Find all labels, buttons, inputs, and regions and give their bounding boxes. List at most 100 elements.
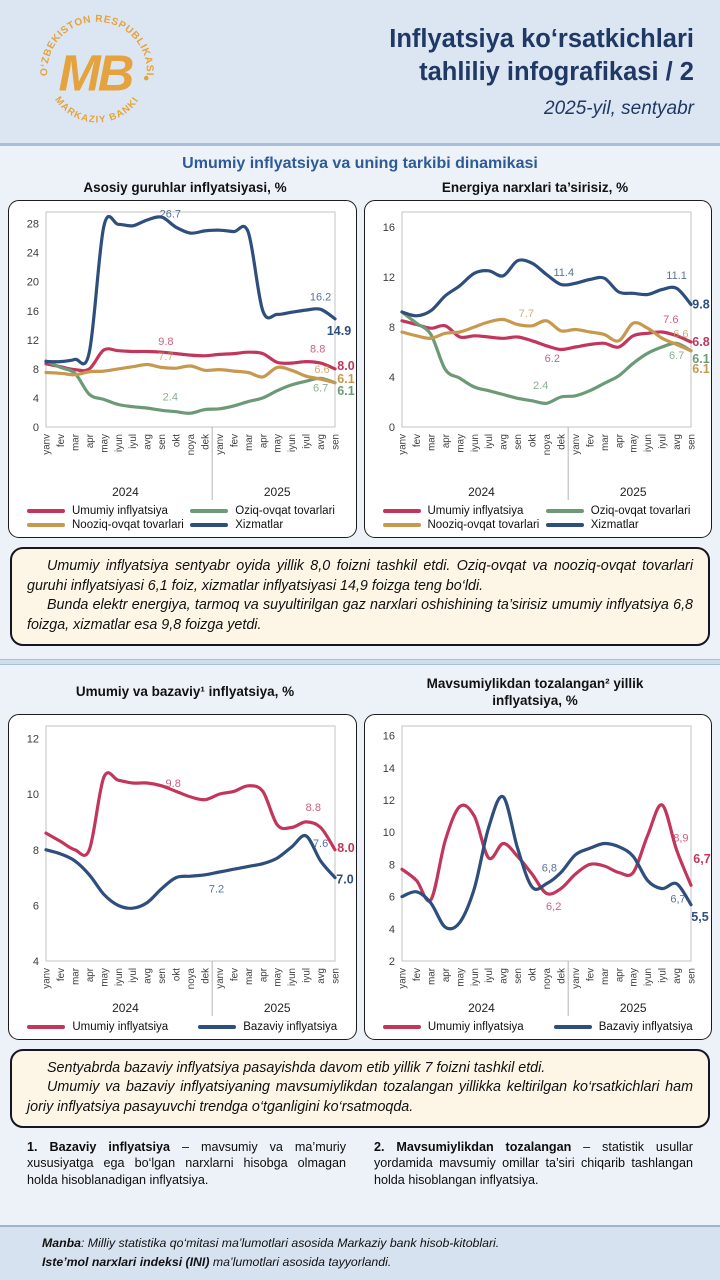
legend-label: Oziq-ovqat tovarlari (235, 504, 335, 517)
footnote-2: 2. Mavsumiylikdan tozalangan – statistik… (374, 1139, 694, 1187)
y-axis-tick-label: 0 (389, 422, 395, 434)
footnote-1: 1. Bazaviy inflyatsiya – mavsumiy va ma’… (27, 1139, 346, 1187)
central-bank-logo: O‘ZBEKISTON RESPUBLIKASI MARKAZIY BANKI … (39, 13, 154, 125)
legend-item: Bazaviy inflyatsiya (553, 1021, 693, 1033)
y-axis-tick-label: 4 (33, 956, 39, 968)
x-axis-month-label: may (273, 968, 284, 987)
data-point-label: 9.8 (166, 778, 181, 790)
section-title: Umumiy inflyatsiya va uning tarkibi dina… (182, 155, 538, 172)
data-point-label: 14.9 (327, 324, 351, 338)
data-point-label: 8.8 (310, 343, 325, 355)
x-axis-month-label: apr (614, 967, 625, 982)
x-axis-month-label: sen (686, 434, 697, 450)
x-axis-month-label: sen (331, 434, 342, 450)
x-axis-month-label: may (273, 434, 284, 453)
x-axis-month-label: okt (172, 967, 183, 980)
x-axis-month-label: yanv (571, 434, 582, 455)
y-axis-tick-label: 14 (383, 763, 395, 775)
row1-panels: 0 4 8 12 16 20 24 28 yanv fev mar apr may iyun iyul avg… (0, 199, 720, 538)
legend-label: Oziq-ovqat tovarlari (590, 504, 691, 517)
x-axis-month-label: apr (259, 433, 270, 448)
x-axis-month-label: may (100, 968, 111, 987)
data-point-label: 9.8 (692, 297, 709, 311)
chart2-title: Energiya narxlari ta’sirisiz, % (441, 180, 629, 195)
x-axis-month-label: mar (244, 967, 255, 985)
x-axis-month-label: iyul (302, 434, 313, 449)
legend-line-swatch (382, 1024, 421, 1029)
legend-item: Umumiy inflyatsiya (27, 505, 186, 517)
data-point-label: 26.7 (160, 209, 181, 221)
y-axis-tick-label: 16 (383, 222, 395, 234)
x-axis-month-label: avg (498, 434, 509, 450)
header: O‘ZBEKISTON RESPUBLIKASI MARKAZIY BANKI … (0, 0, 720, 146)
x-axis-month-label: mar (600, 433, 611, 451)
legend-label: Nooziq-ovqat tovarlari (427, 518, 540, 531)
y-axis-tick-label: 8 (389, 322, 395, 334)
summary-2-paragraph-1: Sentyabrda bazaviy inflyatsiya pasayishd… (47, 1059, 546, 1076)
legend-label: Xizmatlar (590, 518, 639, 531)
source-footer: Manba: Milliy statistika qo‘mitasi ma’lu… (0, 1225, 720, 1280)
y-axis-tick-label: 8 (389, 859, 395, 871)
legend-item: Nooziq-ovqat tovarlari (27, 519, 186, 531)
legend-line-swatch (545, 523, 584, 527)
legend-line-swatch (27, 523, 65, 527)
x-axis-month-label: iyun (287, 434, 298, 452)
data-point-label: 6.1 (338, 372, 355, 386)
legend-line-swatch (190, 523, 229, 527)
chart4-legend: Umumiy inflyatsiya Bazaviy inflyatsiya (367, 1020, 710, 1035)
x-axis-month-label: noya (186, 433, 197, 455)
data-point-label: 11.4 (553, 267, 574, 279)
legend-line-swatch (27, 509, 65, 513)
data-point-label: 6.6 (673, 328, 688, 340)
legend-item: Xizmatlar (190, 519, 349, 531)
legend-item: Xizmatlar (545, 518, 705, 531)
y-axis-tick-label: 12 (27, 335, 39, 347)
x-axis-month-label: noya (542, 967, 553, 989)
x-axis-month-label: dek (201, 968, 212, 984)
y-axis-tick-label: 24 (27, 248, 39, 260)
data-point-label: 6,7 (693, 852, 710, 866)
data-point-label: 8.0 (338, 359, 355, 373)
y-axis-tick-label: 12 (27, 733, 39, 745)
logo-dot (143, 75, 149, 80)
series-line (400, 317, 693, 353)
footnotes: 1. Bazaviy inflyatsiya – mavsumiy va ma’… (0, 1139, 720, 1188)
chart-panel-energiya-tasirisiz: 0 4 8 12 16 yanv fev mar apr may iyun iyul avg sen okt… (363, 199, 712, 538)
x-axis-month-label: okt (172, 434, 183, 447)
x-axis-month-label: fev (412, 434, 423, 447)
row2-panels: 4 6 8 10 12 yanv fev mar apr may iyun iyul avg sen okt… (0, 713, 720, 1040)
x-axis-month-label: avg (498, 968, 509, 984)
data-point-label: 2.4 (163, 391, 178, 403)
x-axis-month-label: may (455, 968, 466, 987)
header-titles: Inflyatsiya ko‘rsatkichlari tahliliy inf… (164, 23, 702, 119)
x-axis-month-label: iyul (302, 968, 313, 983)
x-axis-month-label: fev (56, 434, 67, 447)
x-axis-month-label: yanv (42, 968, 53, 989)
x-axis-month-label: mar (244, 433, 255, 451)
y-axis-tick-label: 12 (383, 272, 395, 284)
legend-line-swatch (553, 1024, 592, 1029)
data-point-label: 16.2 (310, 291, 331, 303)
x-axis-month-label: iyul (128, 434, 139, 449)
x-axis-month-label: fev (230, 968, 241, 981)
x-axis-month-label: fev (585, 434, 596, 447)
y-axis-tick-label: 16 (383, 730, 395, 742)
year-label: 2025 (620, 1001, 647, 1015)
legend-item: Bazaviy inflyatsiya (198, 1021, 337, 1033)
x-axis-month-label: avg (143, 968, 154, 984)
row2-chart-titles: Umumiy va bazaviy¹ inflyatsiya, % Mavsum… (0, 675, 720, 711)
x-axis-month-label: apr (441, 433, 452, 448)
x-axis-month-label: avg (316, 968, 327, 984)
legend-label: Umumiy inflyatsiya (427, 1020, 524, 1033)
y-axis-tick-label: 4 (389, 372, 395, 384)
x-axis-month-label: yanv (215, 968, 226, 989)
chart-panel-mavsumiy-tozalangan: 2 4 6 8 10 12 14 16 yanv fev mar apr may iyun iyul avg s… (363, 713, 712, 1040)
series-line (44, 771, 337, 857)
data-point-label: 6.7 (669, 350, 684, 362)
x-axis-month-label: dek (201, 434, 212, 450)
series-line (44, 347, 337, 373)
data-point-label: 2.4 (533, 380, 548, 392)
x-axis-month-label: may (628, 968, 639, 987)
